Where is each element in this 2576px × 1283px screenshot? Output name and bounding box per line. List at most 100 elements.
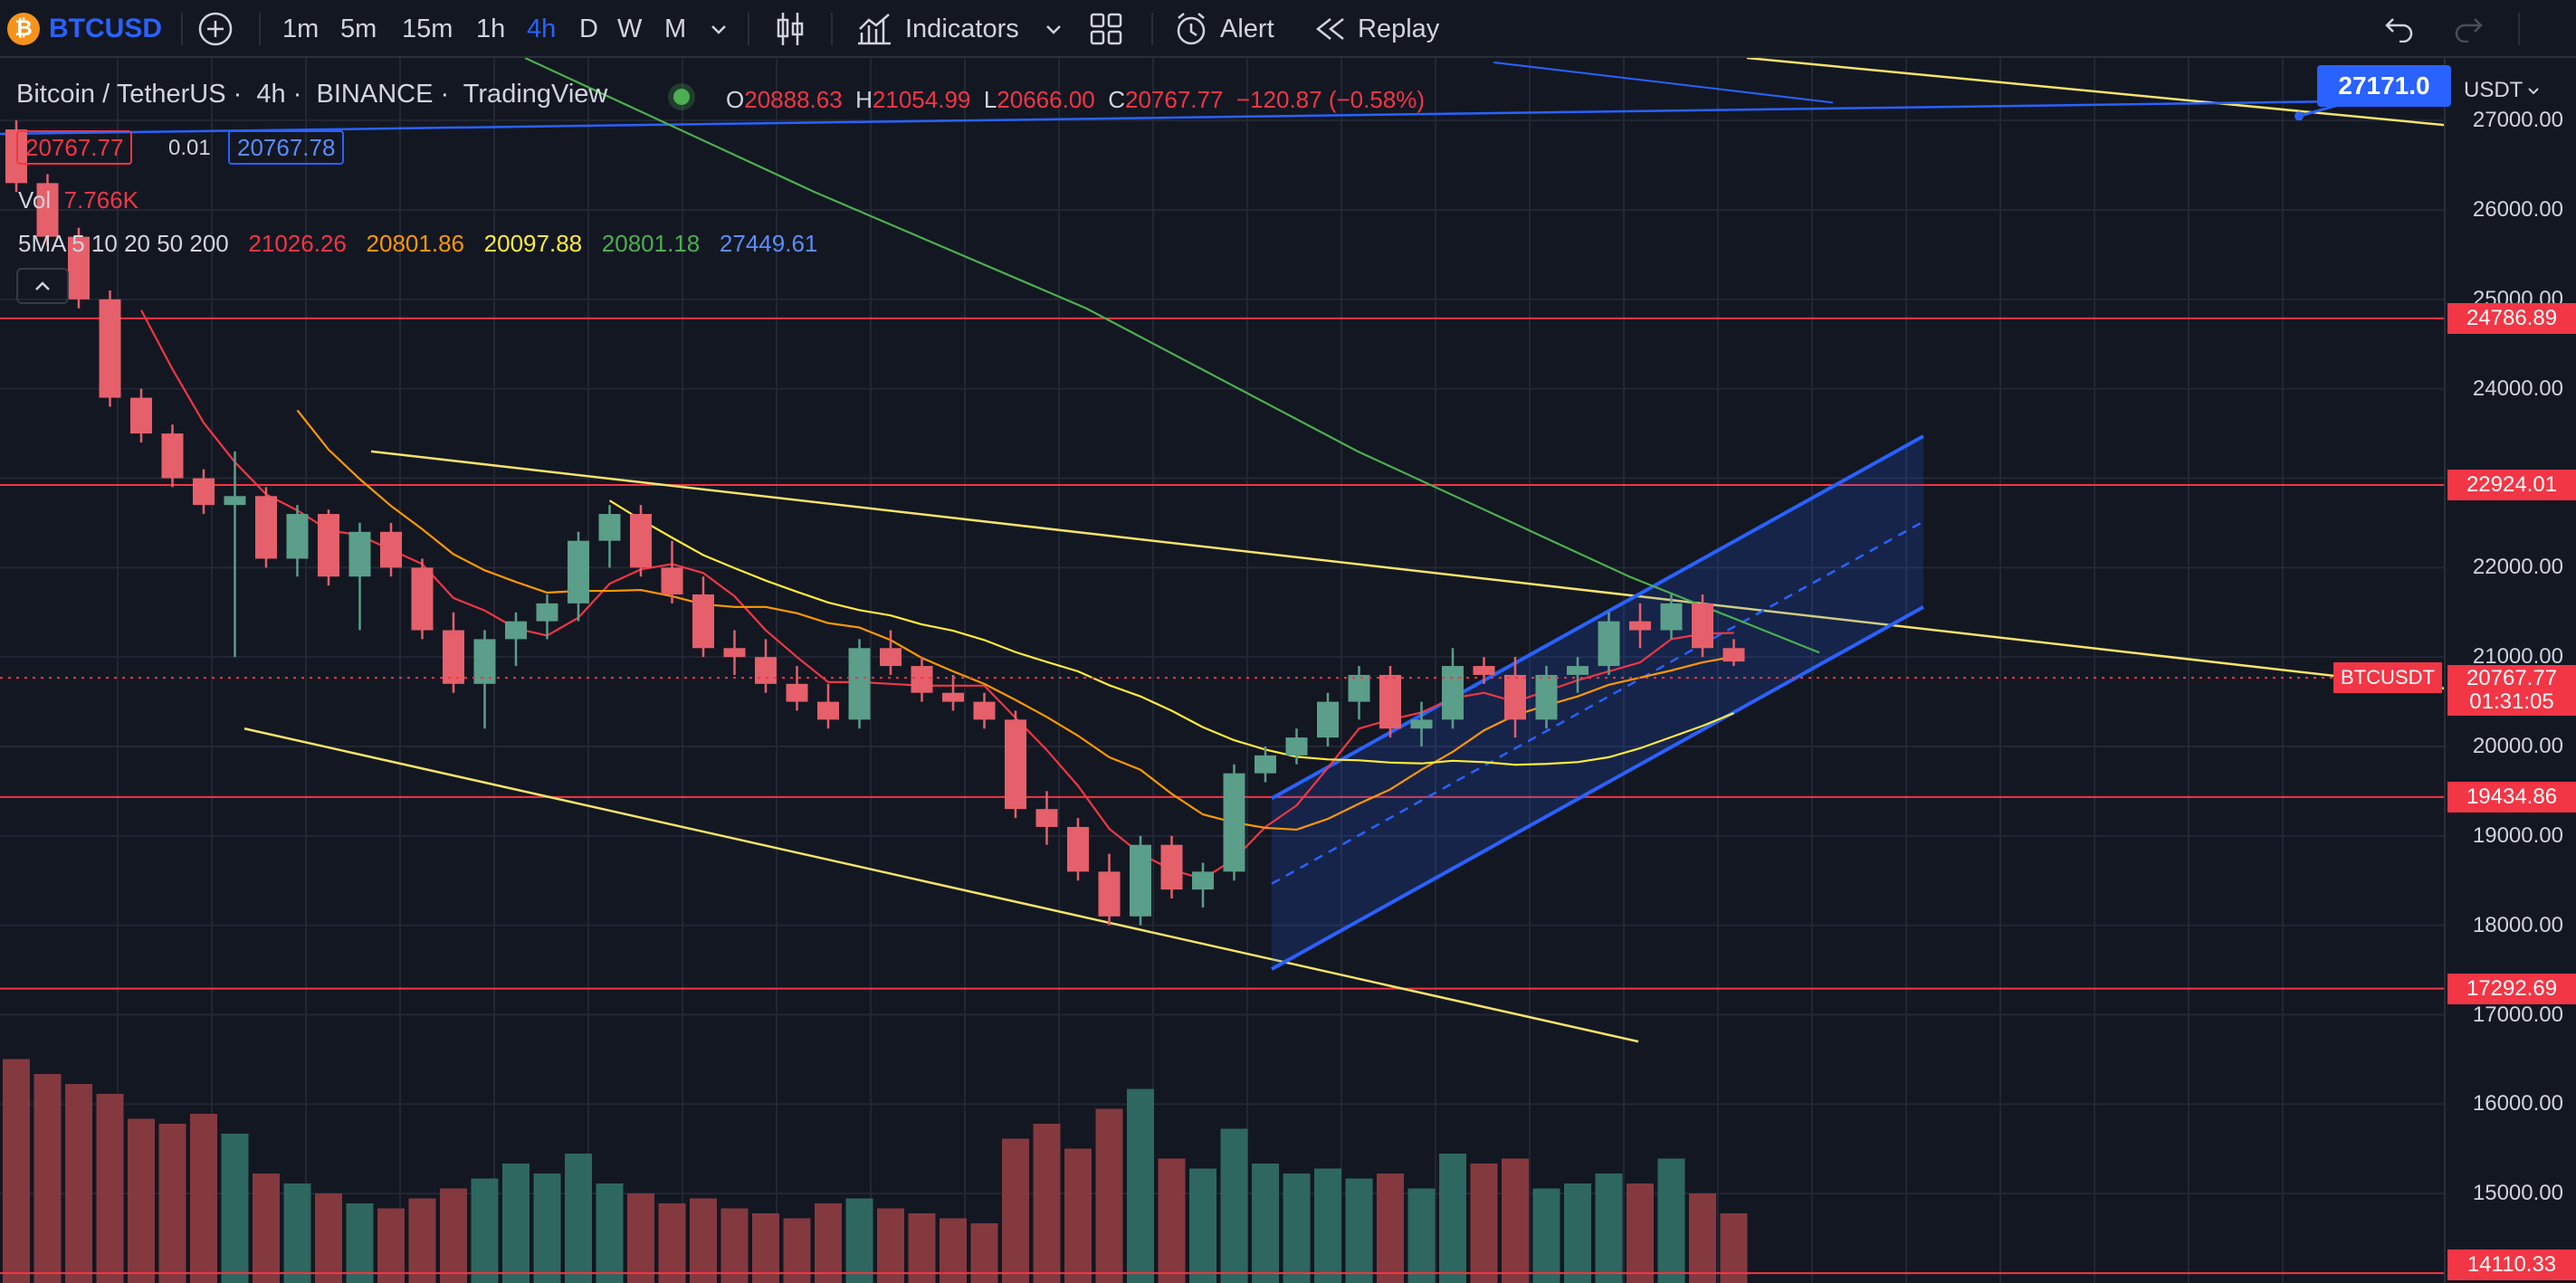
candle-body (1255, 755, 1276, 774)
candle-body (1692, 603, 1713, 649)
symbol-search[interactable]: ₿ BTCUSD (7, 7, 162, 51)
axis-tick-label: 18000.00 (2472, 912, 2563, 937)
timeframe-5m[interactable]: 5m (340, 14, 377, 43)
parallel-channel-fill (1272, 436, 1923, 970)
sell-price-box[interactable]: 20767.77 (16, 130, 133, 165)
add-symbol-button[interactable] (197, 0, 234, 58)
volume-bar (1345, 1178, 1373, 1283)
volume-bar (1220, 1128, 1248, 1283)
candle-body (411, 567, 434, 631)
timeframe-1m[interactable]: 1m (282, 14, 320, 43)
timeframe-15m[interactable]: 15m (402, 14, 453, 43)
low-value: 20666.00 (997, 86, 1095, 113)
indicators-icon (858, 14, 891, 45)
replay-button[interactable]: Replay (1314, 0, 1439, 58)
volume-bar (1627, 1183, 1654, 1283)
price-chart[interactable] (0, 58, 2444, 1283)
volume-bar (158, 1124, 186, 1283)
axis-tick-label: 17000.00 (2472, 1002, 2563, 1027)
chevron-down-icon (2528, 88, 2540, 95)
volume-bar (690, 1198, 717, 1283)
candle-body (1379, 674, 1401, 729)
candle-body (1285, 737, 1308, 756)
collapse-legend-button[interactable] (16, 268, 69, 304)
volume-bar (33, 1074, 62, 1283)
timeframe-1h[interactable]: 1h (476, 14, 506, 43)
market-status-icon (673, 89, 690, 105)
drawing-price-callout[interactable]: 27171.0 (2317, 65, 2451, 107)
candle-body (536, 603, 558, 622)
timeframe-4h[interactable]: 4h (527, 14, 557, 43)
buy-price-box[interactable]: 20767.78 (228, 130, 345, 165)
volume-bar (1283, 1174, 1311, 1283)
layouts-button[interactable] (1090, 0, 1122, 58)
ma-value: 20801.18 (601, 230, 701, 257)
candle-body (318, 514, 339, 577)
candle-body (786, 683, 808, 702)
volume-bar (1564, 1183, 1591, 1283)
interval-label: 4h (256, 80, 286, 109)
divider (181, 13, 183, 45)
volume-bar (440, 1188, 467, 1283)
candle-body (1035, 809, 1058, 827)
add-symbol-icon (198, 12, 233, 46)
trend-line (0, 99, 2444, 136)
indicators-dropdown[interactable] (1043, 0, 1064, 58)
level-price-badge: 17292.69 (2447, 973, 2576, 1004)
symbol-price-tag: BTCUSDT (2333, 662, 2442, 694)
volume-bar (1189, 1168, 1216, 1283)
candle-body (1410, 719, 1433, 729)
volume-bar (1689, 1193, 1716, 1283)
ma-value: 20801.86 (366, 230, 464, 257)
currency-selector[interactable]: USDT (2464, 78, 2541, 103)
volume-bar (1252, 1164, 1279, 1283)
alert-label: Alert (1220, 14, 1274, 43)
candle-body (255, 496, 277, 559)
axis-tick-label: 15000.00 (2472, 1181, 2563, 1206)
candles-icon (777, 13, 804, 45)
currency-label: USDT (2464, 78, 2524, 102)
candle-body (755, 657, 777, 684)
indicators-label: Indicators (905, 14, 1019, 43)
chart-type-button[interactable] (775, 0, 806, 58)
chevron-down-icon (1046, 25, 1061, 34)
chevron-down-icon (711, 25, 726, 34)
volume-bar (1502, 1158, 1529, 1283)
timeframe-M[interactable]: M (664, 14, 687, 43)
candle-body (1660, 603, 1683, 631)
volume-bar (377, 1208, 405, 1283)
timeframe-D[interactable]: D (579, 14, 598, 43)
undo-button[interactable] (2384, 0, 2415, 58)
volume-bar (1314, 1168, 1341, 1283)
chart-legend: Bitcoin / TetherUS · 4h · BINANCE · Trad… (16, 80, 608, 109)
redo-button[interactable] (2453, 0, 2484, 58)
ohlc-legend: O20888.63 H21054.99 L20666.00 C20767.77 … (726, 86, 1425, 114)
candle-body (1598, 621, 1620, 667)
candle-body (817, 701, 839, 720)
volume-bar (565, 1154, 592, 1283)
candle-body (224, 496, 246, 506)
price-axis[interactable]: USDT 27000.0026000.0025000.0024000.00230… (2444, 58, 2576, 1283)
trend-line (1746, 58, 2444, 127)
volume-bar (221, 1134, 249, 1283)
channel-mid-line (1271, 520, 1924, 885)
candle-body (692, 594, 714, 649)
ma-value: 27449.61 (719, 230, 818, 257)
volume-bar (1657, 1158, 1685, 1283)
timeframe-W[interactable]: W (617, 14, 643, 43)
volume-bar (190, 1114, 217, 1283)
candle-body (380, 531, 402, 568)
pair-label: Bitcoin / TetherUS (16, 80, 226, 109)
last-price-label: 20767.77 (2466, 666, 2558, 691)
candle-body (1442, 666, 1464, 720)
spread-label: 0.01 (168, 136, 211, 160)
candle-body (1005, 719, 1026, 810)
volume-bar (1095, 1108, 1123, 1283)
alert-button[interactable]: Alert (1173, 0, 1274, 58)
volume-bar (3, 1059, 30, 1283)
volume-label: Vol (18, 186, 52, 214)
indicators-button[interactable]: Indicators (856, 0, 1019, 58)
candle-body (130, 397, 152, 434)
timeframe-dropdown[interactable] (708, 0, 730, 58)
ma-value: 21026.26 (248, 230, 347, 257)
